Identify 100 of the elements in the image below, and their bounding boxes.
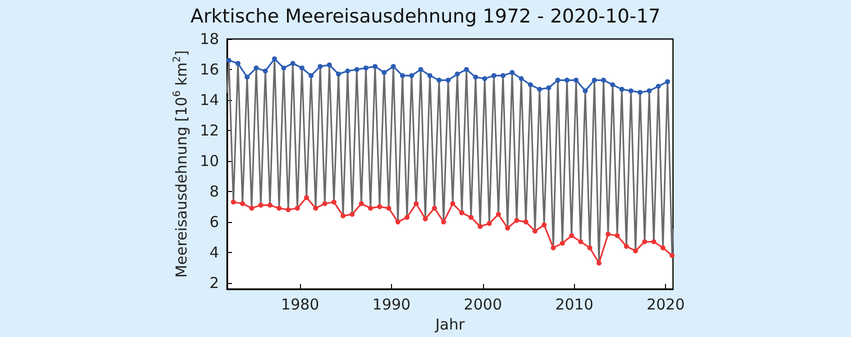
point <box>638 90 643 95</box>
point <box>244 74 250 80</box>
point <box>478 224 483 229</box>
point <box>446 78 451 83</box>
point <box>254 65 259 70</box>
point <box>363 65 368 70</box>
point <box>262 68 268 74</box>
point <box>550 245 556 250</box>
point <box>486 220 492 226</box>
point <box>614 233 620 238</box>
point <box>454 72 460 77</box>
point <box>230 200 236 205</box>
point <box>660 245 666 250</box>
point <box>299 65 304 70</box>
x-tick-label: 2020 <box>646 296 685 314</box>
point <box>322 201 328 206</box>
point <box>441 219 446 224</box>
point <box>350 212 355 217</box>
point <box>272 56 278 62</box>
point <box>528 82 533 88</box>
y-tick-label: 4 <box>209 243 219 262</box>
point <box>542 222 547 228</box>
point <box>564 78 570 83</box>
point <box>409 73 414 78</box>
y-tick-label: 6 <box>209 212 219 231</box>
point <box>464 66 469 72</box>
point <box>578 239 584 244</box>
point <box>523 219 528 224</box>
point <box>596 260 602 266</box>
point <box>308 73 314 78</box>
point <box>532 228 538 234</box>
point <box>555 78 560 83</box>
point <box>377 204 382 210</box>
point <box>505 226 510 231</box>
point <box>646 88 652 94</box>
point <box>249 206 254 211</box>
point <box>331 200 336 205</box>
y-tick-label: 18 <box>200 30 219 48</box>
point <box>226 58 232 63</box>
x-tick-label: 1990 <box>372 296 411 314</box>
y-tick-label: 14 <box>200 90 219 109</box>
point <box>318 64 323 69</box>
point <box>326 62 332 68</box>
point <box>587 245 592 250</box>
point <box>436 78 442 83</box>
point <box>432 206 437 211</box>
point <box>286 207 291 212</box>
point <box>459 210 464 216</box>
y-tick-label: 2 <box>209 274 219 292</box>
point <box>633 248 638 254</box>
point <box>619 86 624 92</box>
x-tick-label: 2010 <box>555 296 594 314</box>
point <box>651 239 656 244</box>
point <box>601 78 606 83</box>
point <box>240 201 246 206</box>
point <box>382 70 387 76</box>
point <box>368 206 373 211</box>
point <box>386 206 392 211</box>
point <box>390 64 396 69</box>
point <box>610 82 616 88</box>
point <box>624 244 629 249</box>
y-tick-label: 16 <box>200 60 219 78</box>
point <box>491 73 496 78</box>
point <box>422 216 428 222</box>
point <box>574 78 579 83</box>
point <box>294 206 300 211</box>
point <box>345 68 350 74</box>
point <box>569 233 574 238</box>
point <box>592 78 597 83</box>
point <box>290 60 296 66</box>
chart-title: Arktische Meereisausdehnung 1972 - 2020-10-17 <box>190 6 660 28</box>
point <box>514 218 520 223</box>
point <box>414 201 419 206</box>
point <box>500 73 506 78</box>
point <box>670 252 675 258</box>
point <box>276 206 282 211</box>
point <box>482 76 488 82</box>
point <box>496 212 501 217</box>
point <box>582 88 588 94</box>
point <box>606 232 611 237</box>
y-tick-label: 12 <box>200 121 219 140</box>
point <box>395 219 400 224</box>
point <box>665 79 670 84</box>
x-tick-label: 1980 <box>281 296 320 314</box>
point <box>258 202 264 208</box>
y-tick-label: 8 <box>209 182 219 200</box>
point <box>354 66 360 72</box>
point <box>628 88 634 94</box>
point <box>372 64 378 69</box>
point <box>304 195 310 200</box>
y-axis-title: Meereisausdehnung [106 km2] <box>172 50 191 278</box>
point <box>404 214 410 220</box>
point <box>537 86 542 92</box>
point <box>418 66 424 72</box>
point <box>235 60 240 66</box>
point <box>546 85 552 90</box>
point <box>358 201 364 206</box>
point <box>473 74 478 80</box>
point <box>560 240 565 246</box>
y-tick-label: 10 <box>200 152 219 170</box>
